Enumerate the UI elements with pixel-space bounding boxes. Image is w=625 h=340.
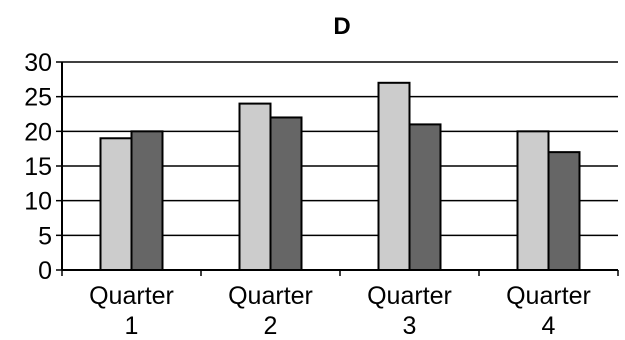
x-category-label: Quarter 3: [367, 282, 452, 340]
bar: [238, 102, 272, 271]
y-tick-label: 0: [38, 257, 52, 285]
chart-title: D: [333, 13, 350, 40]
bars: [99, 81, 581, 272]
x-category-label-line: 2: [264, 312, 278, 340]
bar: [547, 151, 581, 271]
bar: [99, 137, 133, 271]
bar: [377, 81, 411, 271]
y-tick-label: 10: [24, 188, 52, 216]
y-tick-label: 5: [38, 222, 52, 250]
y-tick-label: 30: [24, 49, 52, 77]
bar: [130, 130, 164, 271]
bar: [269, 116, 303, 272]
x-category-label-line: 4: [542, 312, 556, 340]
x-category-label: Quarter 1: [89, 282, 174, 340]
x-category-label-line: Quarter: [506, 282, 591, 310]
x-category-label-line: 1: [125, 312, 139, 340]
bar: [408, 123, 442, 272]
y-tick-label: 15: [24, 153, 52, 181]
bar: [516, 130, 550, 271]
x-category-label-line: Quarter: [367, 282, 452, 310]
x-category-label: Quarter 4: [506, 282, 591, 340]
x-category-label-line: Quarter: [89, 282, 174, 310]
y-tick-label: 25: [24, 84, 52, 112]
x-category-label: Quarter 2: [228, 282, 313, 340]
x-category-label-line: 3: [403, 312, 417, 340]
axes: [56, 61, 619, 276]
y-tick-label: 20: [24, 118, 52, 146]
y-tick-labels: 0 5 10 15 20 25 30: [24, 49, 52, 285]
x-category-label-line: Quarter: [228, 282, 313, 310]
